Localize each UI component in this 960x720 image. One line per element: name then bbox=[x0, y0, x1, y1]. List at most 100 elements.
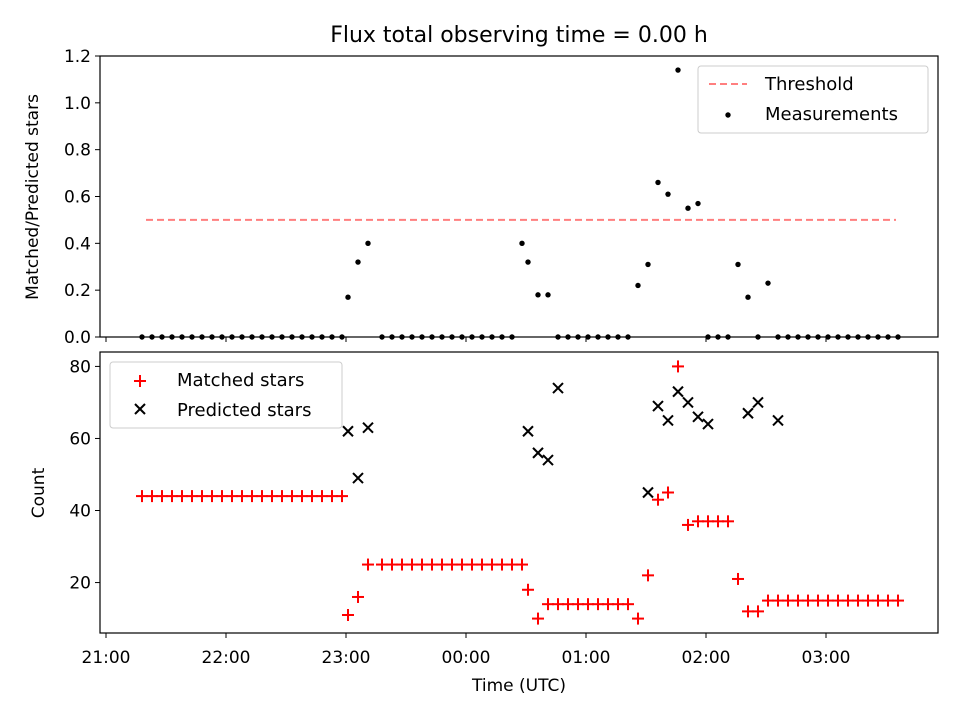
marker-stroke bbox=[552, 382, 564, 394]
x-tick-label: 23:00 bbox=[322, 648, 371, 668]
predicted-star-point bbox=[522, 425, 534, 437]
measurement-point bbox=[655, 179, 661, 186]
legend-measurements-label: Measurements bbox=[765, 104, 898, 125]
predicted-star-point bbox=[742, 407, 754, 419]
measurement-point bbox=[345, 294, 351, 300]
measurement-point bbox=[735, 261, 741, 268]
matched-star-point bbox=[336, 490, 348, 503]
matched-star-point bbox=[632, 612, 644, 625]
matched-star-point bbox=[532, 612, 544, 625]
matched-star-point bbox=[672, 360, 684, 373]
matched-star-point bbox=[662, 486, 674, 499]
measurement-point bbox=[745, 294, 751, 300]
x-tick-label: 03:00 bbox=[802, 648, 851, 668]
matched-star-point bbox=[362, 558, 374, 571]
matched-star-point bbox=[522, 583, 534, 596]
predicted-star-point bbox=[682, 396, 694, 409]
predicted-star-point bbox=[662, 414, 674, 427]
x-tick-label: 02:00 bbox=[682, 648, 731, 668]
measurement-point bbox=[645, 261, 651, 268]
marker-stroke bbox=[772, 414, 784, 427]
matched-star-point bbox=[892, 594, 904, 607]
predicted-star-point bbox=[532, 447, 544, 459]
y-tick-label: 40 bbox=[69, 502, 91, 522]
matched-star-point bbox=[342, 608, 354, 621]
count-legend: Matched stars Predicted stars bbox=[109, 361, 343, 429]
measurement-point bbox=[525, 259, 531, 265]
marker-stroke bbox=[672, 385, 684, 398]
legend-predicted-swatch bbox=[134, 403, 146, 415]
legend-threshold-label: Threshold bbox=[764, 74, 854, 95]
measurement-point bbox=[355, 259, 361, 265]
legend-measurements-swatch bbox=[725, 112, 731, 118]
marker-stroke bbox=[692, 411, 704, 423]
marker-stroke bbox=[642, 486, 654, 499]
chart-title: Flux total observing time = 0.00 h bbox=[330, 23, 708, 48]
count-y-axis-label: Count bbox=[29, 467, 49, 518]
predicted-star-point bbox=[702, 418, 714, 430]
predicted-star-point bbox=[352, 472, 364, 484]
matched-star-point bbox=[516, 558, 528, 571]
measurement-point bbox=[685, 205, 691, 211]
marker-stroke bbox=[662, 414, 674, 427]
x-tick-label: 00:00 bbox=[442, 648, 491, 668]
matched-star-point bbox=[682, 518, 694, 531]
ratio-legend-box bbox=[697, 65, 929, 134]
predicted-star-point bbox=[552, 382, 564, 394]
marker-stroke bbox=[522, 425, 534, 437]
marker-stroke bbox=[682, 396, 694, 409]
y-tick-label: 0.2 bbox=[64, 281, 91, 301]
matched-star-point bbox=[752, 605, 764, 618]
marker-stroke bbox=[752, 396, 764, 409]
marker-stroke bbox=[702, 418, 714, 430]
marker-stroke bbox=[352, 472, 364, 484]
marker-stroke bbox=[362, 421, 374, 434]
count-plot-frame bbox=[99, 351, 939, 634]
measurement-point bbox=[675, 67, 681, 73]
measurement-point bbox=[695, 200, 701, 207]
x-tick-label: 22:00 bbox=[202, 648, 251, 668]
marker-stroke bbox=[342, 425, 354, 437]
count-x-axis: 21:00 22:00 23:00 00:00 01:00 02:00 03:00 bbox=[82, 633, 851, 668]
y-tick-label: 0.6 bbox=[64, 188, 91, 208]
legend-predicted-label: Predicted stars bbox=[177, 400, 311, 421]
measurement-point bbox=[635, 282, 641, 289]
x-tick-label: 21:00 bbox=[82, 648, 131, 668]
ratio-panel: 0.0 0.2 0.4 0.6 0.8 1.0 1.2 Matched/Predicted … bbox=[23, 47, 939, 348]
matched-star-point bbox=[732, 572, 744, 585]
measurement-point bbox=[535, 292, 541, 298]
ratio-x-ticks bbox=[105, 337, 827, 342]
matched-star-point bbox=[352, 590, 364, 603]
count-legend-box bbox=[109, 361, 343, 429]
count-panel: 20 40 60 80 21:00 22:00 23:00 00:00 01:00 02:00 0… bbox=[29, 351, 939, 696]
predicted-star-point bbox=[362, 421, 374, 434]
marker-stroke bbox=[742, 407, 754, 419]
measurement-point bbox=[545, 292, 551, 298]
measurement-point bbox=[665, 191, 671, 197]
measurement-point bbox=[519, 240, 525, 247]
measurement-point bbox=[765, 280, 771, 286]
matched-star-point bbox=[722, 515, 734, 528]
y-tick-label: 1.2 bbox=[64, 47, 91, 67]
y-tick-label: 1.0 bbox=[64, 94, 91, 114]
marker-stroke bbox=[532, 447, 544, 459]
y-tick-label: 60 bbox=[69, 429, 91, 449]
predicted-star-point bbox=[652, 400, 664, 412]
predicted-star-point bbox=[342, 425, 354, 437]
y-tick-label: 20 bbox=[69, 574, 91, 594]
predicted-star-point bbox=[752, 396, 764, 409]
predicted-star-point bbox=[692, 411, 704, 423]
x-tick-label: 01:00 bbox=[562, 648, 611, 668]
matched-star-point bbox=[652, 493, 664, 506]
count-y-axis: 20 40 60 80 bbox=[69, 357, 100, 594]
ratio-y-axis: 0.0 0.2 0.4 0.6 0.8 1.0 1.2 bbox=[64, 47, 100, 348]
y-tick-label: 0.4 bbox=[64, 234, 91, 254]
count-points bbox=[136, 360, 904, 625]
legend-matched-label: Matched stars bbox=[177, 370, 304, 391]
predicted-star-point bbox=[542, 454, 554, 466]
ratio-legend: Threshold Measurements bbox=[697, 65, 929, 134]
predicted-star-point bbox=[772, 414, 784, 427]
predicted-star-point bbox=[642, 486, 654, 499]
x-axis-label: Time (UTC) bbox=[471, 676, 566, 696]
